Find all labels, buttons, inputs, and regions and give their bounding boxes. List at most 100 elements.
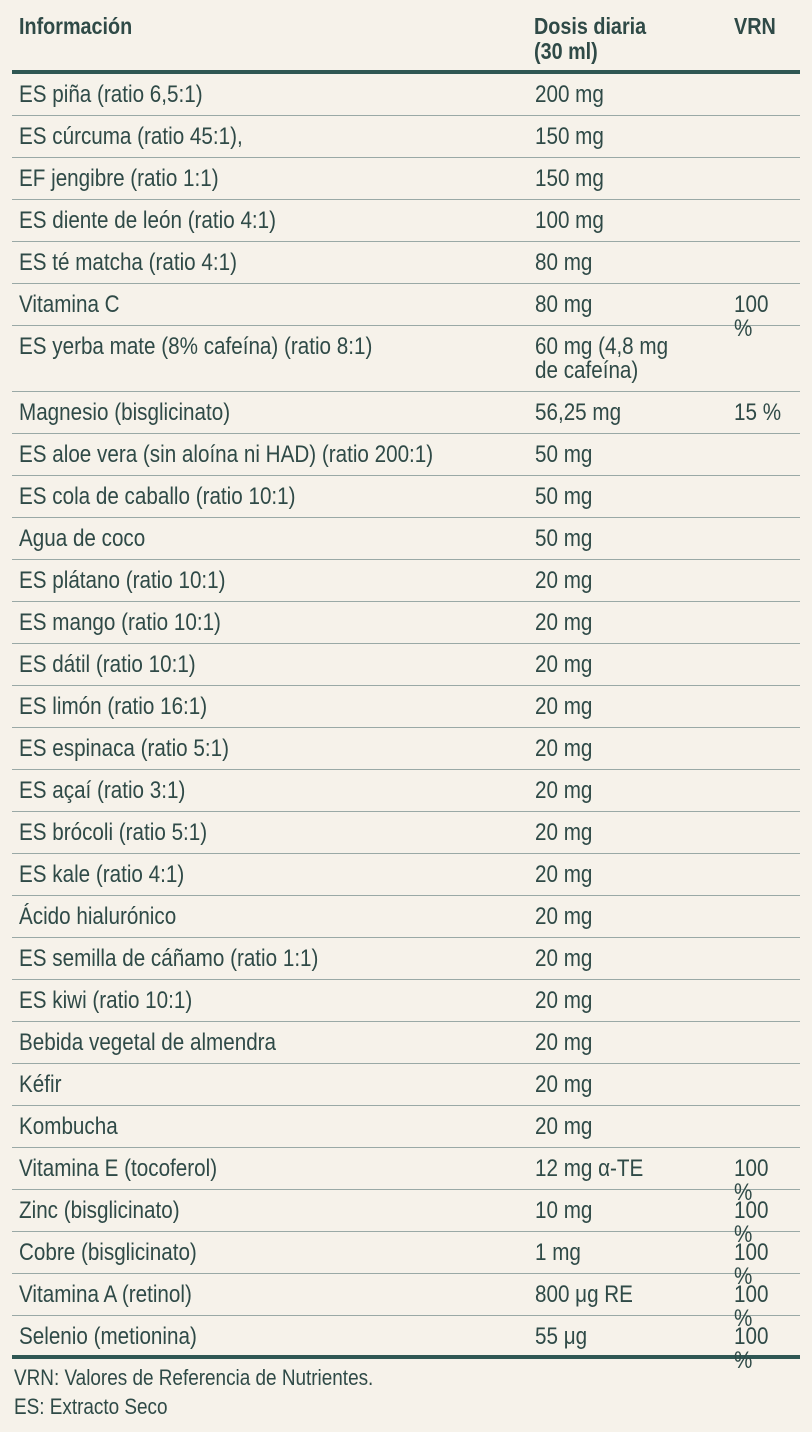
- table-row: ES brócoli (ratio 5:1) 20 mg: [12, 812, 800, 854]
- daily-dose: 20 mg: [535, 693, 593, 720]
- daily-dose: 60 mg (4,8 mg de cafeína): [535, 333, 669, 384]
- table-row: ES kiwi (ratio 10:1) 20 mg: [12, 980, 800, 1022]
- daily-dose: 20 mg: [535, 1029, 593, 1056]
- daily-dose: 10 mg: [535, 1197, 593, 1224]
- table-body: ES piña (ratio 6,5:1) 200 mg ES cúrcuma (r…: [12, 74, 800, 1373]
- table-row: Kombucha 20 mg: [12, 1106, 800, 1148]
- table-row: Vitamina A (retinol) 800 μg RE 100 %: [12, 1274, 800, 1331]
- vrn-value: 100 %: [734, 1155, 769, 1206]
- ingredient-name: Vitamina A (retinol): [19, 1281, 192, 1308]
- table-row: ES limón (ratio 16:1) 20 mg: [12, 686, 800, 728]
- table-row: ES yerba mate (8% cafeína) (ratio 8:1) 60…: [12, 326, 800, 392]
- daily-dose: 20 mg: [535, 735, 593, 762]
- daily-dose: 20 mg: [535, 861, 593, 888]
- ingredient-name: Magnesio (bisglicinato): [19, 399, 231, 426]
- vrn-value: 100 %: [734, 1323, 769, 1374]
- table-row: ES mango (ratio 10:1) 20 mg: [12, 602, 800, 644]
- table-row: ES plátano (ratio 10:1) 20 mg: [12, 560, 800, 602]
- ingredient-name: ES limón (ratio 16:1): [19, 693, 208, 720]
- table-row: Zinc (bisglicinato) 10 mg 100 %: [12, 1190, 800, 1247]
- ingredient-name: Kombucha: [19, 1113, 118, 1140]
- daily-dose: 80 mg: [535, 291, 593, 318]
- table-row: Selenio (metionina) 55 μg 100 %: [12, 1316, 800, 1373]
- daily-dose: 50 mg: [535, 483, 593, 510]
- daily-dose: 55 μg: [535, 1323, 588, 1350]
- table-row: Ácido hialurónico 20 mg: [12, 896, 800, 938]
- daily-dose: 12 mg α-TE: [535, 1155, 644, 1182]
- daily-dose: 20 mg: [535, 777, 593, 804]
- table-row: ES espinaca (ratio 5:1) 20 mg: [12, 728, 800, 770]
- table-row: Agua de coco 50 mg: [12, 518, 800, 560]
- ingredient-name: ES dátil (ratio 10:1): [19, 651, 196, 678]
- daily-dose: 200 mg: [535, 81, 604, 108]
- table-row: ES açaí (ratio 3:1) 20 mg: [12, 770, 800, 812]
- ingredient-name: Agua de coco: [19, 525, 146, 552]
- daily-dose: 50 mg: [535, 525, 593, 552]
- footnote-vrn: VRN: Valores de Referencia de Nutrientes…: [14, 1365, 374, 1390]
- table-row: ES semilla de cáñamo (ratio 1:1) 20 mg: [12, 938, 800, 980]
- vrn-value: 15 %: [734, 399, 782, 426]
- nutrition-table: Información Dosis diaria (30 ml) VRN ES …: [12, 0, 800, 1373]
- ingredient-name: ES kiwi (ratio 10:1): [19, 987, 193, 1014]
- table-row: ES aloe vera (sin aloína ni HAD) (ratio …: [12, 434, 800, 476]
- ingredient-name: ES aloe vera (sin aloína ni HAD) (ratio …: [19, 441, 434, 468]
- header-vrn: VRN: [734, 13, 776, 39]
- table-row: ES té matcha (ratio 4:1) 80 mg: [12, 242, 800, 284]
- ingredient-name: Kéfir: [19, 1071, 62, 1098]
- ingredient-name: ES diente de león (ratio 4:1): [19, 207, 277, 234]
- daily-dose: 20 mg: [535, 609, 593, 636]
- table-row: Vitamina E (tocoferol) 12 mg α-TE 100 %: [12, 1148, 800, 1205]
- vrn-value: 100 %: [734, 291, 769, 342]
- daily-dose: 20 mg: [535, 987, 593, 1014]
- daily-dose: 50 mg: [535, 441, 593, 468]
- table-header: Información Dosis diaria (30 ml) VRN: [12, 0, 800, 74]
- daily-dose: 20 mg: [535, 567, 593, 594]
- daily-dose: 20 mg: [535, 1071, 593, 1098]
- ingredient-name: ES kale (ratio 4:1): [19, 861, 185, 888]
- daily-dose: 20 mg: [535, 651, 593, 678]
- ingredient-name: ES cola de caballo (ratio 10:1): [19, 483, 296, 510]
- ingredient-name: Bebida vegetal de almendra: [19, 1029, 277, 1056]
- daily-dose: 1 mg: [535, 1239, 581, 1266]
- table-row: ES cola de caballo (ratio 10:1) 50 mg: [12, 476, 800, 518]
- table-row: ES cúrcuma (ratio 45:1), 150 mg: [12, 116, 800, 158]
- daily-dose: 800 μg RE: [535, 1281, 633, 1308]
- ingredient-name: Cobre (bisglicinato): [19, 1239, 197, 1266]
- footnote-es: ES: Extracto Seco: [14, 1394, 168, 1419]
- table-row: EF jengibre (ratio 1:1) 150 mg: [12, 158, 800, 200]
- ingredient-name: Zinc (bisglicinato): [19, 1197, 180, 1224]
- ingredient-name: ES espinaca (ratio 5:1): [19, 735, 229, 762]
- ingredient-name: Vitamina E (tocoferol): [19, 1155, 218, 1182]
- table-row: Kéfir 20 mg: [12, 1064, 800, 1106]
- ingredient-name: Ácido hialurónico: [19, 903, 177, 930]
- ingredient-name: ES brócoli (ratio 5:1): [19, 819, 208, 846]
- daily-dose: 20 mg: [535, 1113, 593, 1140]
- vrn-value: 100 %: [734, 1281, 769, 1332]
- ingredient-name: ES té matcha (ratio 4:1): [19, 249, 237, 276]
- ingredient-name: ES piña (ratio 6,5:1): [19, 81, 203, 108]
- table-row: ES diente de león (ratio 4:1) 100 mg: [12, 200, 800, 242]
- footnotes: VRN: Valores de Referencia de Nutrientes…: [14, 1363, 373, 1421]
- vrn-value: 100 %: [734, 1197, 769, 1248]
- table-row: ES dátil (ratio 10:1) 20 mg: [12, 644, 800, 686]
- daily-dose: 56,25 mg: [535, 399, 622, 426]
- daily-dose: 20 mg: [535, 945, 593, 972]
- table-row: Cobre (bisglicinato) 1 mg 100 %: [12, 1232, 800, 1289]
- ingredient-name: Selenio (metionina): [19, 1323, 197, 1350]
- header-dosis-diaria: Dosis diaria (30 ml): [534, 13, 647, 64]
- daily-dose: 20 mg: [535, 819, 593, 846]
- table-row: ES piña (ratio 6,5:1) 200 mg: [12, 74, 800, 116]
- table-row: Bebida vegetal de almendra 20 mg: [12, 1022, 800, 1064]
- ingredient-name: ES yerba mate (8% cafeína) (ratio 8:1): [19, 333, 373, 360]
- ingredient-name: ES cúrcuma (ratio 45:1),: [19, 123, 243, 150]
- daily-dose: 20 mg: [535, 903, 593, 930]
- ingredient-name: Vitamina C: [19, 291, 120, 318]
- ingredient-name: ES açaí (ratio 3:1): [19, 777, 186, 804]
- table-row: Magnesio (bisglicinato) 56,25 mg 15 %: [12, 392, 800, 434]
- daily-dose: 100 mg: [535, 207, 604, 234]
- daily-dose: 150 mg: [535, 123, 604, 150]
- ingredient-name: ES plátano (ratio 10:1): [19, 567, 226, 594]
- ingredient-name: ES mango (ratio 10:1): [19, 609, 221, 636]
- vrn-value: 100 %: [734, 1239, 769, 1290]
- daily-dose: 80 mg: [535, 249, 593, 276]
